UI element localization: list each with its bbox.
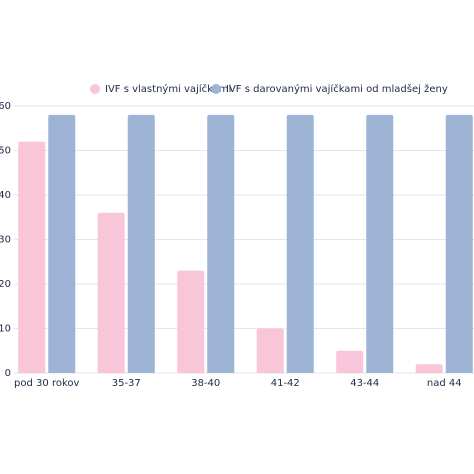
bar [256, 328, 284, 373]
x-tick-label: 38-40 [191, 378, 220, 389]
x-tick-label: nad 44 [427, 378, 462, 389]
x-tick-label: 35-37 [112, 378, 141, 389]
x-tick-label: pod 30 rokov [14, 378, 79, 389]
bar [97, 212, 125, 373]
legend-swatch [211, 84, 221, 94]
bar [127, 114, 155, 374]
bar [207, 114, 235, 374]
y-tick-label: 20 [0, 279, 11, 290]
x-tick-label: 43-44 [350, 378, 379, 389]
legend-label: IVF s darovanými vajíčkami od mladšej že… [226, 83, 448, 95]
y-tick-label: 10 [0, 324, 11, 335]
legend-swatch [90, 84, 100, 94]
y-tick-label: 30 [0, 235, 11, 246]
x-tick-label: 41-42 [271, 378, 300, 389]
bar [177, 270, 205, 373]
bar [445, 114, 473, 374]
y-tick-label: 60 [0, 101, 11, 112]
bar [415, 364, 443, 373]
bar [366, 114, 394, 374]
y-tick-label: 0 [5, 368, 11, 379]
legend-label: IVF s vlastnými vajíčkami [105, 83, 231, 95]
bar [336, 350, 364, 373]
bar [286, 114, 314, 374]
y-tick-label: 50 [0, 146, 11, 157]
bar [18, 141, 46, 373]
bar [48, 114, 76, 374]
y-tick-label: 40 [0, 190, 11, 201]
